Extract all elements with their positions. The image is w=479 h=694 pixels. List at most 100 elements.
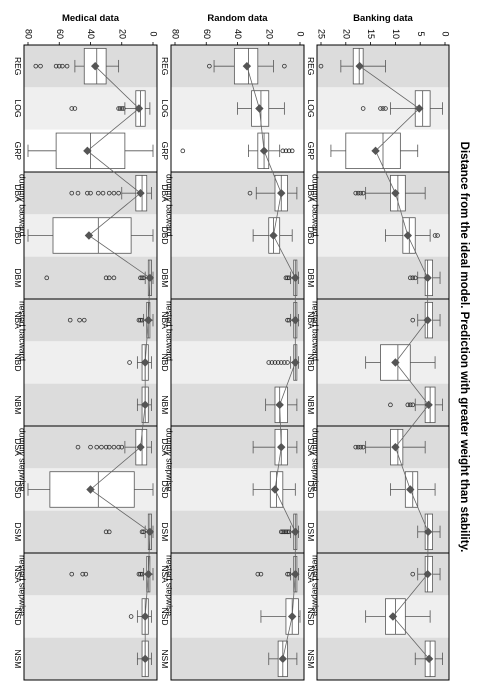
panel-2: dummy bacward nested bacward dummy stepwis…	[160, 13, 306, 681]
outlier-point	[285, 317, 290, 323]
outlier-point	[77, 317, 82, 323]
mean-marker	[278, 654, 288, 664]
mean-marker	[391, 442, 400, 452]
outlier-point	[358, 444, 363, 450]
group-label: nested stepwise	[311, 555, 321, 616]
mean-marker	[291, 358, 300, 367]
outlier-point	[286, 148, 292, 154]
category-label: DSD	[13, 481, 23, 499]
outlier-point	[278, 360, 284, 365]
outlier-point	[85, 190, 90, 196]
mean-marker	[136, 442, 145, 452]
tick-label: 60	[202, 29, 212, 39]
mean-marker	[388, 612, 398, 621]
category-band	[24, 553, 157, 596]
tick-label: 20	[341, 29, 351, 39]
group-label: dummy stepwise	[311, 428, 321, 492]
category-band	[171, 510, 304, 553]
outlier-point	[67, 317, 73, 323]
panel-1: dummy bacward nested bacward dummy stepwis…	[306, 13, 451, 681]
tick-label: 15	[366, 29, 376, 39]
outlier-point	[266, 360, 272, 365]
category-label: DSM	[306, 522, 316, 541]
outlier-point	[141, 275, 146, 281]
tick-label: 10	[391, 29, 401, 39]
mean-marker	[140, 654, 150, 664]
outlier-point	[278, 529, 284, 535]
outlier-point	[139, 529, 145, 535]
mean-marker	[424, 654, 434, 664]
outlier-point	[69, 106, 75, 111]
panel-title: Banking data	[353, 13, 413, 24]
category-label: NSD	[160, 608, 170, 626]
outlier-point	[280, 529, 286, 535]
outlier-point	[60, 63, 65, 69]
outlier-point	[116, 190, 121, 196]
mean-marker	[287, 612, 297, 621]
group-label: dummy stepwise	[165, 428, 175, 492]
category-label: DBD	[160, 227, 170, 245]
category-label: LOG	[160, 100, 170, 118]
outlier-point	[69, 571, 75, 577]
outlier-point	[255, 571, 261, 577]
outlier-point	[275, 360, 281, 365]
category-label: NSA	[160, 565, 170, 583]
outlier-point	[289, 148, 295, 154]
outlier-point	[103, 529, 109, 535]
tick-label: 20	[264, 29, 274, 39]
mean-marker	[269, 231, 278, 240]
outlier-point	[69, 190, 75, 196]
mean-marker	[277, 442, 286, 452]
mean-marker	[140, 400, 150, 410]
category-label: GRP	[306, 142, 316, 161]
category-band	[171, 129, 304, 172]
mean-marker	[391, 188, 400, 198]
mean-marker	[144, 315, 153, 325]
outlier-point	[138, 571, 143, 577]
outlier-point	[75, 190, 81, 196]
mean-marker	[423, 315, 432, 325]
category-label: DBA	[13, 184, 23, 202]
mean-marker	[291, 315, 300, 325]
outlier-point	[94, 444, 100, 450]
outlier-point	[72, 106, 78, 111]
outlier-point	[138, 317, 143, 323]
outlier-point	[435, 233, 440, 238]
category-band	[24, 341, 157, 384]
outlier-point	[127, 360, 132, 365]
outlier-point	[136, 317, 142, 323]
outlier-point	[53, 63, 59, 69]
category-band	[171, 553, 304, 596]
mean-marker	[423, 569, 432, 579]
tick-label: 0	[441, 31, 451, 36]
mean-marker	[140, 358, 150, 367]
outlier-point	[285, 571, 290, 577]
category-label: NBD	[160, 354, 170, 372]
category-band	[24, 637, 157, 680]
outlier-point	[388, 402, 393, 408]
tick-label: 60	[55, 29, 65, 39]
category-label: DSA	[13, 438, 23, 456]
panel-title: Medical data	[62, 13, 120, 24]
mean-marker	[242, 61, 252, 71]
panel-frame	[316, 44, 450, 681]
outlier-point	[432, 233, 438, 238]
outlier-point	[405, 402, 411, 408]
outlier-point	[116, 444, 121, 450]
mean-marker	[136, 188, 145, 198]
outlier-point	[318, 63, 324, 69]
category-label: DBM	[13, 268, 23, 287]
outlier-point	[83, 571, 89, 577]
mean-marker	[291, 273, 300, 283]
category-label: DBD	[306, 227, 316, 245]
category-label: DSD	[160, 481, 170, 499]
outlier-point	[285, 275, 290, 281]
outlier-point	[138, 275, 143, 281]
outlier-point	[117, 106, 123, 111]
tick-label: 5	[416, 31, 426, 36]
category-label: NSM	[160, 649, 170, 668]
outlier-point	[272, 360, 278, 365]
category-label: NBM	[13, 395, 23, 414]
category-label: DSA	[160, 438, 170, 456]
category-label: NBM	[306, 395, 316, 414]
